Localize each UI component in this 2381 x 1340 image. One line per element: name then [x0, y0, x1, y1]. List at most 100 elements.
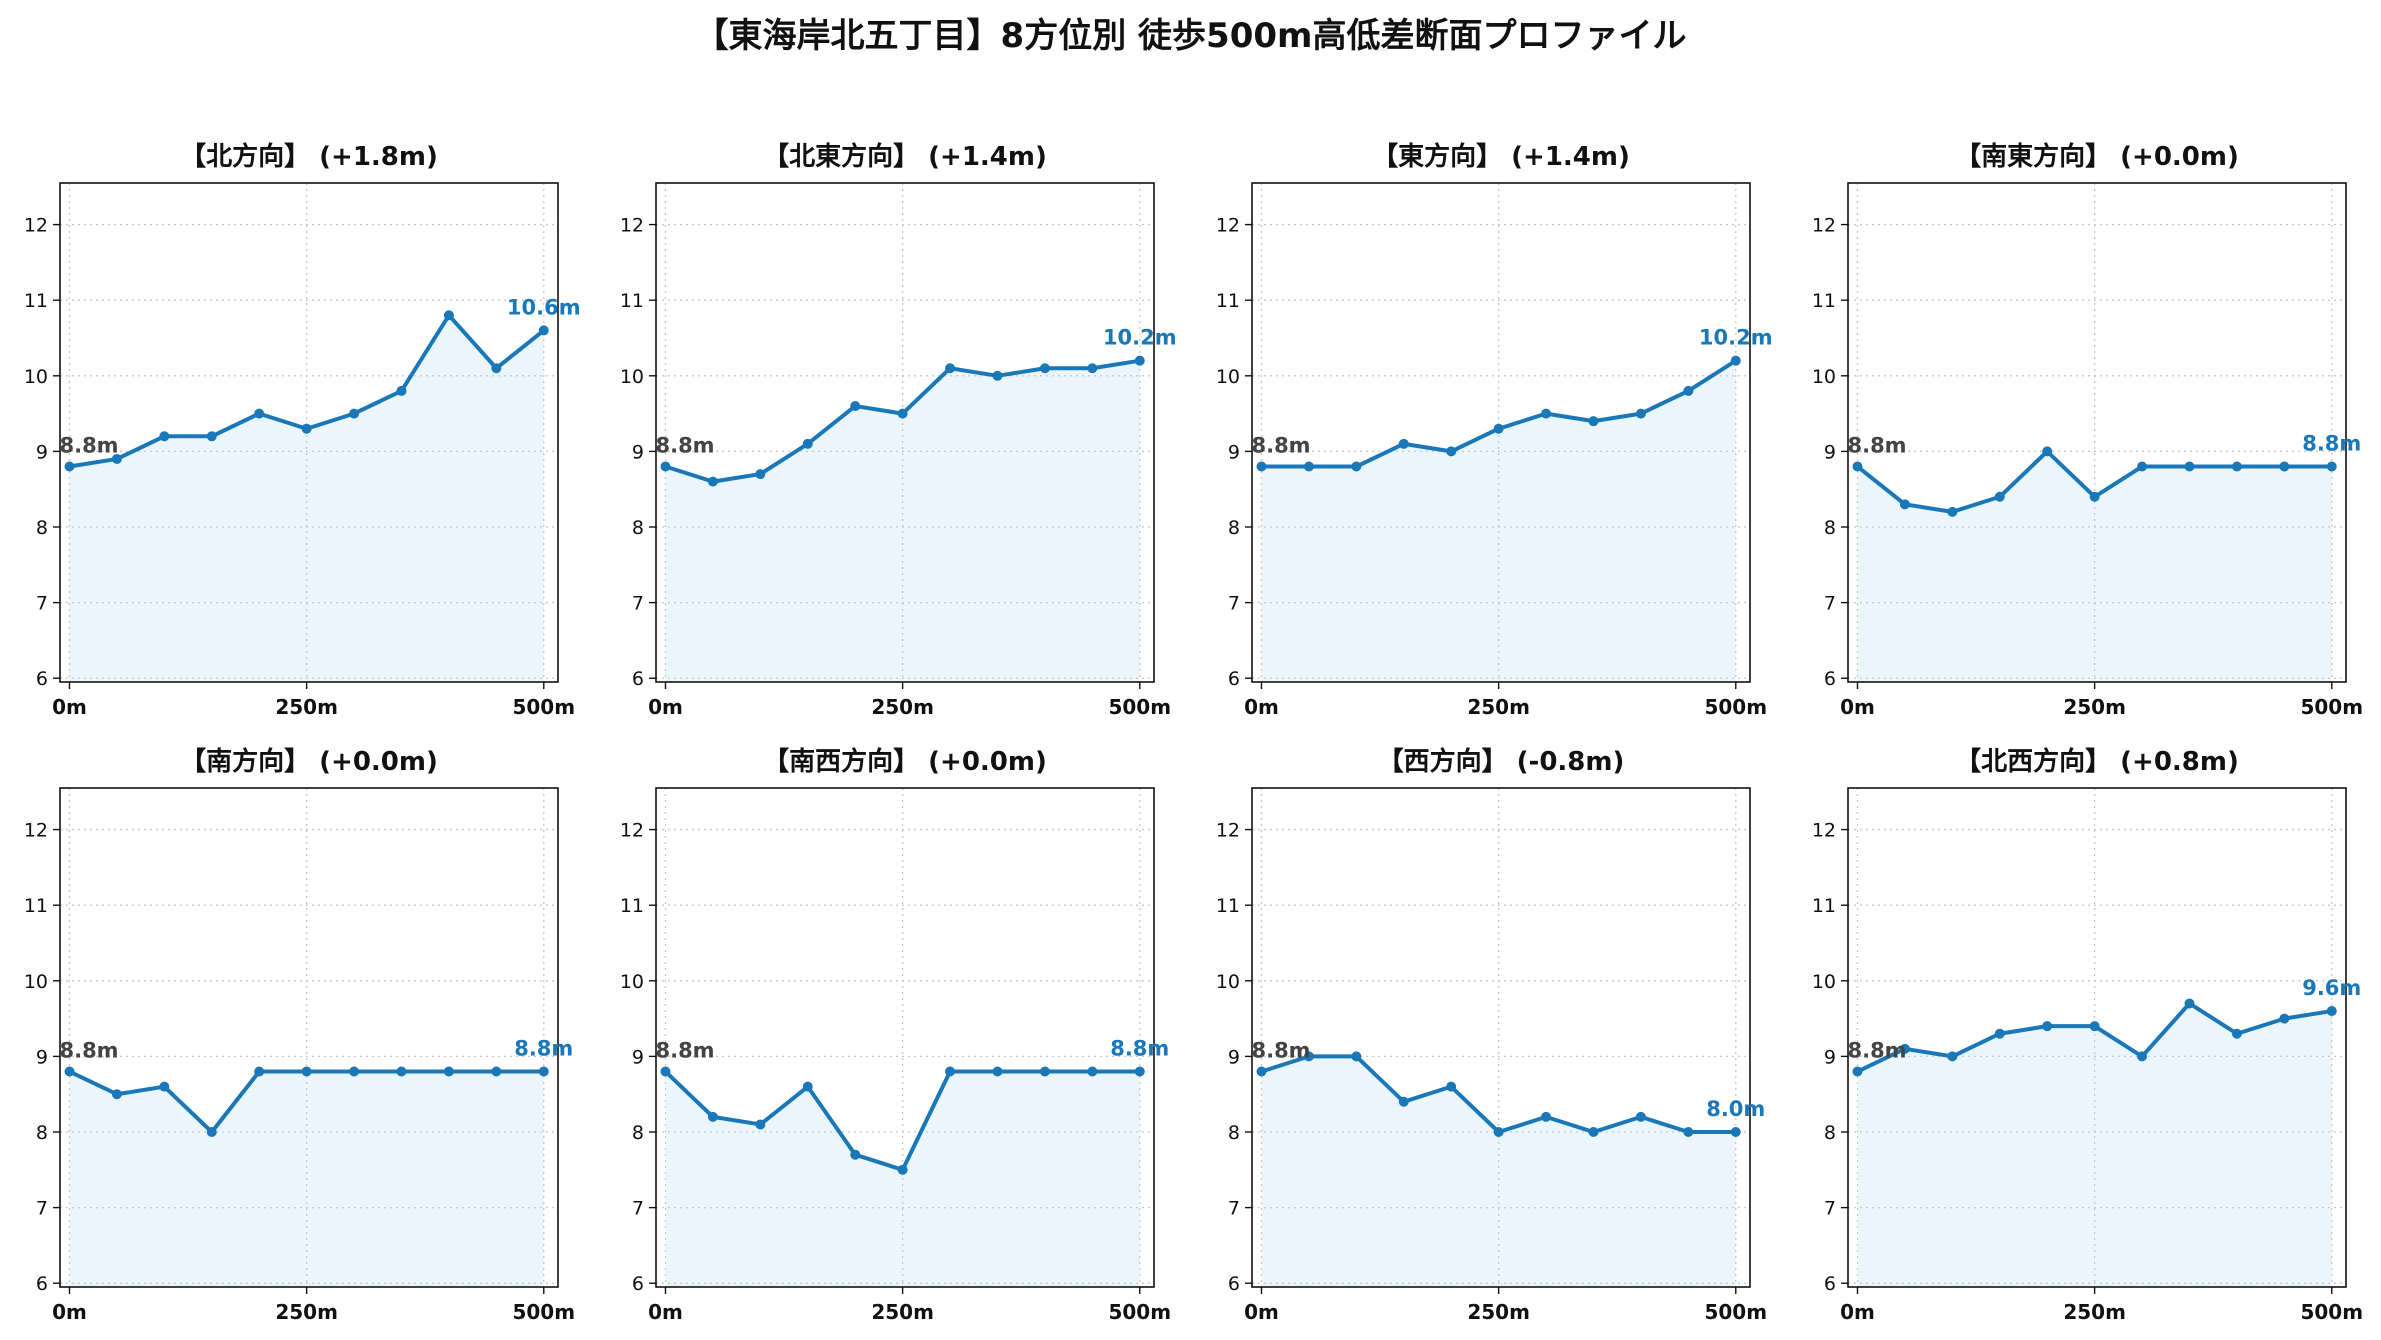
- data-point: [111, 453, 122, 464]
- end-value-label: 10.2m: [1699, 326, 1773, 350]
- data-point: [2231, 461, 2242, 472]
- panel-title: 【南西方向】 (+0.0m): [763, 746, 1047, 777]
- data-point: [254, 408, 265, 419]
- y-tick-label: 11: [1216, 290, 1240, 312]
- data-point: [1947, 506, 1958, 517]
- plot-frame: [1251, 182, 1751, 683]
- x-tick-label: 0m: [648, 1300, 683, 1324]
- chart-panel-0: 【北方向】 (+1.8m) 6 7 8 9 10 11 12 0m 250m 500m 8.8m 10.…: [24, 141, 581, 719]
- y-tick-label: 9: [1824, 441, 1836, 463]
- data-point: [1303, 1051, 1314, 1062]
- data-point: [2089, 491, 2100, 502]
- y-tick-label: 7: [36, 593, 48, 615]
- data-point: [1256, 1066, 1267, 1077]
- y-tick-label: 12: [1216, 820, 1240, 842]
- x-tick-label: 0m: [1244, 695, 1279, 719]
- data-point: [301, 423, 312, 434]
- y-tick-label: 11: [1812, 895, 1836, 917]
- x-tick-label: 0m: [648, 695, 683, 719]
- figure-title: 【東海岸北五丁目】8方位別 徒歩500m高低差断面プロファイル: [694, 16, 1687, 56]
- y-tick-label: 6: [1228, 1273, 1240, 1295]
- data-point: [111, 1089, 122, 1100]
- data-point: [1994, 1028, 2005, 1039]
- y-tick-label: 6: [1824, 1273, 1836, 1295]
- data-point: [1852, 461, 1863, 472]
- plot-frame: [1847, 787, 2347, 1288]
- y-tick-label: 8: [632, 1122, 644, 1144]
- y-tick-label: 11: [24, 895, 48, 917]
- x-tick-label: 250m: [871, 695, 934, 719]
- data-point: [897, 1164, 908, 1175]
- data-point: [992, 370, 1003, 381]
- data-point: [1635, 408, 1646, 419]
- data-point: [1899, 1043, 1910, 1054]
- y-tick-label: 9: [632, 441, 644, 463]
- y-tick-label: 6: [1228, 668, 1240, 690]
- y-tick-label: 12: [24, 215, 48, 237]
- panel-title: 【東方向】 (+1.4m): [1372, 141, 1630, 172]
- start-value-label: 8.8m: [1251, 434, 1310, 458]
- y-tick-label: 6: [632, 668, 644, 690]
- y-tick-label: 7: [36, 1198, 48, 1220]
- data-point: [64, 1066, 75, 1077]
- y-tick-label: 8: [1228, 1122, 1240, 1144]
- data-point: [2137, 1051, 2148, 1062]
- x-tick-label: 250m: [275, 695, 338, 719]
- y-tick-label: 10: [1216, 971, 1240, 993]
- data-point: [1351, 461, 1362, 472]
- data-point: [1588, 416, 1599, 427]
- y-tick-label: 10: [620, 971, 644, 993]
- start-value-label: 8.8m: [655, 434, 714, 458]
- x-tick-label: 500m: [512, 695, 575, 719]
- data-point: [755, 469, 766, 480]
- data-point: [1446, 1081, 1457, 1092]
- start-value-label: 8.8m: [1847, 1039, 1906, 1063]
- data-point: [396, 1066, 407, 1077]
- plot-frame: [59, 182, 559, 683]
- data-point: [254, 1066, 265, 1077]
- y-tick-label: 8: [1824, 517, 1836, 539]
- data-point: [1398, 438, 1409, 449]
- plot-frame: [655, 787, 1155, 1288]
- data-point: [1446, 446, 1457, 457]
- x-tick-label: 500m: [1704, 1300, 1767, 1324]
- y-tick-label: 12: [1216, 215, 1240, 237]
- end-value-label: 9.6m: [2302, 976, 2361, 1000]
- x-tick-label: 250m: [871, 1300, 934, 1324]
- plot-frame: [1251, 787, 1751, 1288]
- data-point: [1683, 1127, 1694, 1138]
- y-tick-label: 12: [620, 820, 644, 842]
- y-tick-label: 7: [1228, 593, 1240, 615]
- chart-panel-7: 【北西方向】 (+0.8m) 6 7 8 9 10 11 12 0m 250m 500m 8.8m 9.…: [1812, 746, 2363, 1324]
- data-point: [491, 363, 502, 374]
- start-value-label: 8.8m: [59, 1039, 118, 1063]
- data-point: [1588, 1127, 1599, 1138]
- start-value-label: 8.8m: [59, 434, 118, 458]
- data-point: [2137, 461, 2148, 472]
- y-tick-label: 7: [632, 593, 644, 615]
- end-value-label: 8.8m: [514, 1037, 573, 1061]
- data-point: [1256, 461, 1267, 472]
- data-point: [850, 401, 861, 412]
- data-point: [2184, 998, 2195, 1009]
- data-point: [64, 461, 75, 472]
- chart-panel-2: 【東方向】 (+1.4m) 6 7 8 9 10 11 12 0m 250m 500m 8.8m 10.…: [1216, 141, 1773, 719]
- chart-panel-3: 【南東方向】 (+0.0m) 6 7 8 9 10 11 12 0m 250m 500m 8.8m 8.…: [1812, 141, 2363, 719]
- data-point: [2184, 461, 2195, 472]
- data-point: [1087, 363, 1098, 374]
- x-tick-label: 0m: [52, 695, 87, 719]
- y-tick-label: 10: [1216, 366, 1240, 388]
- end-value-label: 8.8m: [1110, 1037, 1169, 1061]
- start-value-label: 8.8m: [1251, 1039, 1310, 1063]
- data-point: [301, 1066, 312, 1077]
- data-point: [2326, 1006, 2337, 1017]
- y-tick-label: 9: [36, 1046, 48, 1068]
- y-tick-label: 11: [620, 290, 644, 312]
- data-point: [349, 408, 360, 419]
- data-point: [1039, 1066, 1050, 1077]
- data-point: [2042, 446, 2053, 457]
- chart-panel-1: 【北東方向】 (+1.4m) 6 7 8 9 10 11 12 0m 250m 500m 8.8m 10…: [620, 141, 1177, 719]
- data-point: [1730, 355, 1741, 366]
- y-tick-label: 10: [1812, 971, 1836, 993]
